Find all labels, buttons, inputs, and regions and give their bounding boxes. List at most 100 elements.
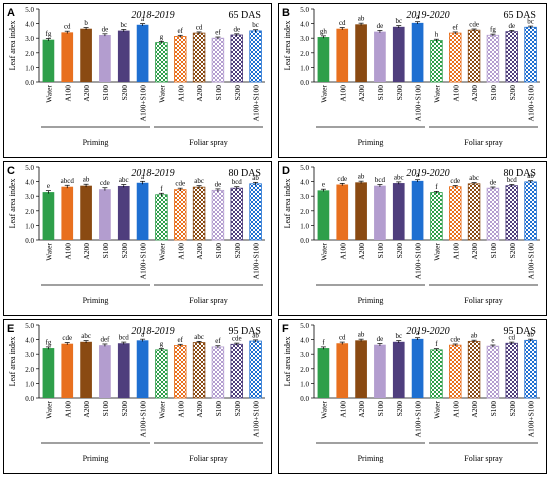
y-tick-label: 0.0 (25, 395, 34, 403)
bar-a200-foliar (192, 186, 206, 241)
significance-letter: abc (194, 177, 204, 185)
bar-a100-foliar (449, 32, 462, 83)
x-tick-label: A100+S100 (414, 243, 423, 280)
bar-mix-priming (136, 24, 149, 83)
panel-B: B 2019-2020 65 DAS 0.0 1.0 2.0 3.0 4.0 5.0 Leaf a… (278, 3, 547, 158)
significance-letter: ef (178, 336, 184, 344)
bar-a200-foliar (192, 32, 206, 83)
y-tick-label: 1.0 (25, 222, 34, 230)
stage-label: 80 DAS (503, 168, 536, 179)
x-tick-label: S100 (376, 401, 385, 417)
x-tick-label: A100+S100 (414, 85, 423, 122)
x-tick-label: A200 (357, 243, 366, 260)
significance-letter: ab (527, 172, 534, 180)
y-tick-label: 5.0 (300, 6, 309, 14)
x-tick-label: S200 (233, 85, 242, 101)
y-tick-label: 3.0 (25, 351, 34, 359)
y-axis-label: Leaf area index (283, 337, 292, 387)
x-tick-label: Water (432, 400, 441, 418)
bar-a100-priming (61, 186, 74, 240)
x-tick-label: A100+S100 (527, 243, 536, 280)
significance-letter: cd (339, 19, 346, 27)
y-tick-label: 1.0 (300, 380, 309, 388)
bar-s100-priming (99, 345, 111, 398)
x-tick-label: A200 (82, 401, 91, 418)
significance-letter: abc (194, 333, 204, 341)
stage-label: 65 DAS (503, 10, 536, 21)
y-tick-label: 0.0 (300, 79, 309, 87)
stage-label: 65 DAS (228, 10, 261, 21)
x-tick-label: S100 (101, 243, 110, 259)
y-tick-label: 0.0 (300, 395, 309, 403)
y-tick-label: 2.0 (300, 50, 309, 58)
bar-mix-foliar (524, 181, 537, 241)
significance-letter: e (322, 181, 325, 189)
bar-water-priming (42, 39, 55, 82)
x-tick-label: A100 (338, 243, 347, 260)
bar-a200-foliar (467, 340, 481, 399)
bar-s200-priming (392, 341, 405, 398)
bar-s200-priming (392, 183, 405, 240)
y-tick-label: 4.0 (25, 179, 34, 187)
y-axis-label: Leaf area index (8, 179, 17, 229)
significance-letter: h (435, 31, 439, 39)
panel-frame (3, 161, 272, 316)
bar-s200-foliar (230, 343, 243, 399)
bar-water-foliar (155, 194, 168, 241)
significance-letter: fg (45, 30, 51, 38)
y-tick-label: 4.0 (25, 21, 34, 29)
group-label: Priming (83, 296, 109, 305)
y-tick-label: 2.0 (300, 208, 309, 216)
significance-letter: a (141, 173, 145, 181)
y-axis-label: Leaf area index (8, 21, 17, 71)
x-tick-label: A100+S100 (527, 85, 536, 122)
x-tick-label: A100+S100 (252, 85, 261, 122)
significance-letter: b (84, 19, 88, 27)
significance-letter: bcd (232, 178, 243, 186)
significance-letter: bc (252, 21, 259, 29)
panel-frame (278, 319, 547, 474)
bar-mix-priming (136, 340, 149, 398)
panel-E: E 2018-2019 95 DAS 0.0 1.0 2.0 3.0 4.0 5.0 Leaf a… (3, 319, 272, 474)
significance-letter: de (233, 25, 240, 33)
x-tick-label: A100 (451, 401, 460, 418)
x-tick-label: A100 (63, 243, 72, 260)
bar-s200-foliar (230, 187, 243, 241)
bar-water-foliar (430, 349, 443, 399)
season-title: 2019-2020 (406, 326, 449, 337)
x-tick-label: A100 (451, 243, 460, 260)
group-label: Foliar spray (189, 138, 227, 147)
bar-s100-foliar (211, 189, 225, 241)
x-tick-label: S100 (101, 85, 110, 101)
x-tick-label: Water (432, 242, 441, 260)
significance-letter: a (416, 171, 420, 179)
significance-letter: g (160, 33, 164, 41)
significance-letter: g (160, 340, 164, 348)
y-tick-label: 1.0 (300, 222, 309, 230)
x-tick-label: S200 (120, 85, 129, 101)
x-tick-label: Water (44, 84, 53, 102)
group-label: Foliar spray (464, 138, 502, 147)
significance-letter: ab (358, 331, 365, 339)
bar-s200-foliar (505, 31, 518, 83)
x-tick-label: A200 (357, 85, 366, 102)
bar-a200-foliar (467, 183, 481, 241)
x-tick-label: Water (157, 84, 166, 102)
significance-letter: e (491, 337, 494, 345)
significance-letter: abc (469, 174, 479, 182)
bar-a200-foliar (467, 29, 481, 83)
x-tick-label: A200 (195, 85, 204, 102)
panel-letter: B (282, 7, 290, 19)
significance-letter: cd (196, 23, 203, 31)
x-tick-label: S200 (233, 243, 242, 259)
bar-mix-priming (411, 338, 424, 398)
x-tick-label: S100 (214, 401, 223, 417)
bar-a200-priming (355, 182, 367, 240)
panel-letter: E (7, 323, 14, 335)
x-tick-label: Water (319, 400, 328, 418)
bar-s200-priming (117, 30, 130, 82)
x-tick-label: S200 (508, 243, 517, 259)
panel-letter: C (7, 165, 15, 177)
x-tick-label: A100 (176, 85, 185, 102)
